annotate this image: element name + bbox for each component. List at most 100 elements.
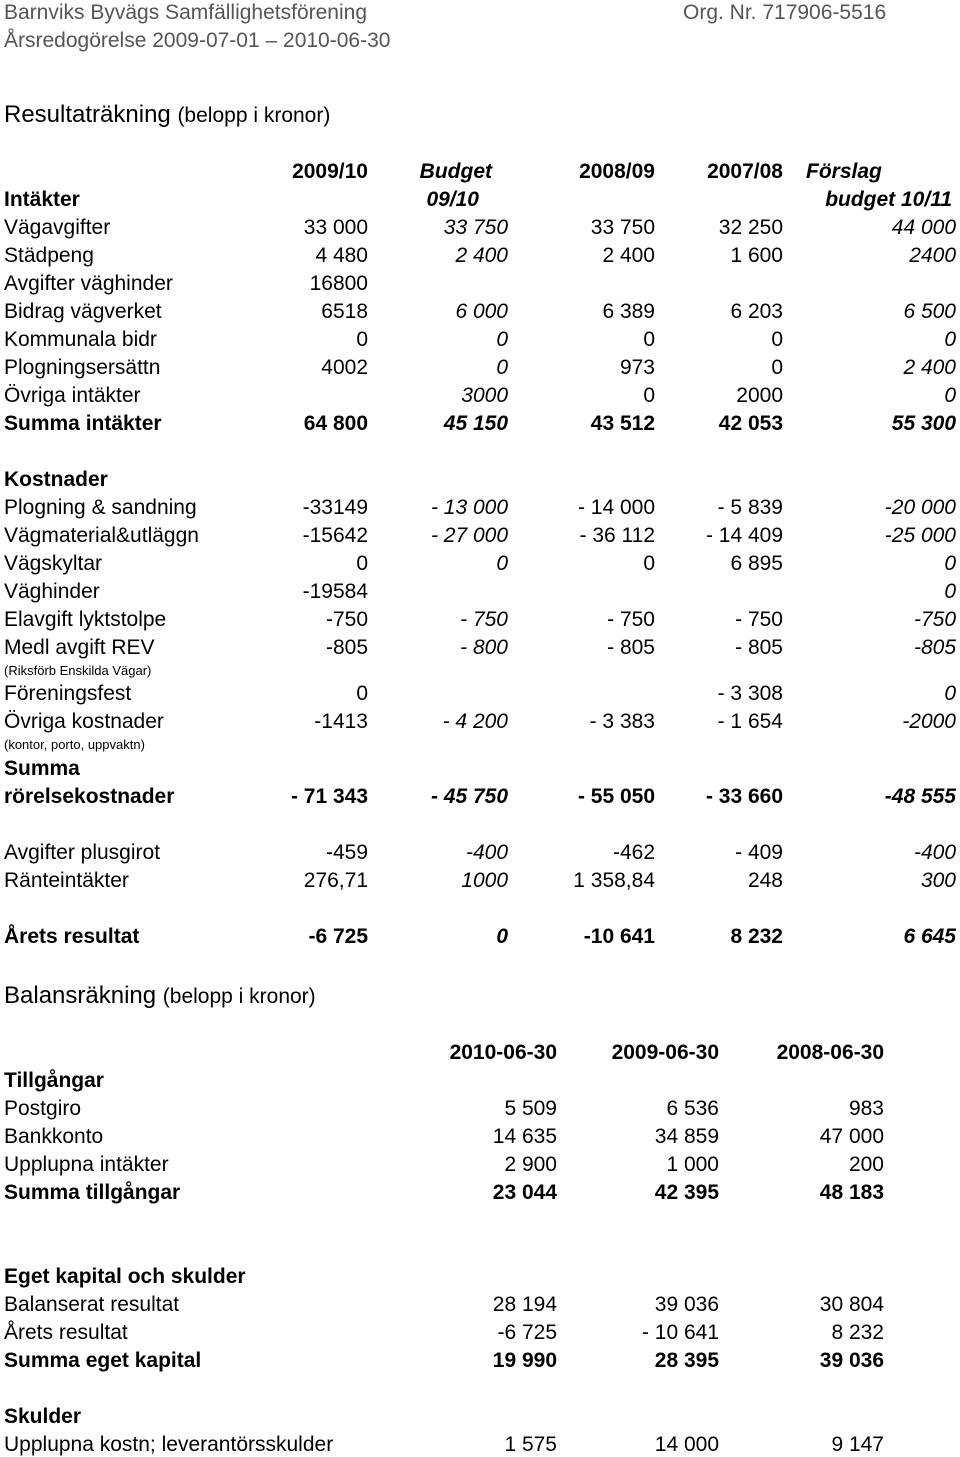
income-row-value: 0 [643,384,655,407]
equity-row-value: 39 036 [654,1293,719,1316]
cost-row-value: -33149 [302,496,368,519]
asset-row-label: Upplupna intäkter [4,1153,169,1176]
cost-row-value: - 1 654 [717,710,783,733]
cost-row-value: - 13 000 [430,496,508,519]
cost-row-label: Medl avgift REV [4,636,155,659]
cost-row-value: - 750 [460,608,508,631]
col-header-2009-10: 2009/10 [292,160,368,183]
equity-total-value: 39 036 [819,1349,884,1372]
balance-col-header: 2010-06-30 [449,1041,557,1064]
equity-total-value: 19 990 [492,1349,557,1372]
financial-row-value: 1 358,84 [573,869,655,892]
income-row-value: 6 203 [730,300,783,323]
income-row-value: 33 750 [590,216,655,239]
cost-row-value: -2000 [902,710,956,733]
cost-row-value: - 3 308 [717,682,783,705]
asset-row-value: 14 635 [492,1125,557,1148]
income-row-value: 33 000 [303,216,368,239]
result-row-value: 8 232 [730,925,783,948]
cost-row-value: 6 895 [730,552,783,575]
cost-row-value: 0 [356,682,368,705]
income-row-label: Bidrag vägverket [4,300,162,323]
balance-sheet-title-text: Balansräkning [4,982,163,1009]
financial-row-value: 276,71 [303,869,368,892]
cost-row-label: Vägskyltar [4,552,103,575]
equity-row-value: - 10 641 [641,1321,719,1344]
cost-row-value: -15642 [302,524,368,547]
financial-row-value: 248 [747,869,783,892]
income-row-value: 6 000 [455,300,508,323]
income-row-value: 0 [356,328,368,351]
income-row-value: 6518 [321,300,368,323]
income-row-label: Vägavgifter [4,216,111,239]
result-row-value: 0 [496,925,508,948]
income-row-value: 2 400 [602,244,655,267]
income-row-value: 4 480 [315,244,368,267]
financial-row-value: 300 [920,869,956,892]
cost-row-value: - 805 [735,636,783,659]
cost-row-value: 0 [643,552,655,575]
col-header-forslag: Förslag [806,160,882,183]
income-row-label: Plogningsersättn [4,356,161,379]
cost-row-note: (Riksförb Enskilda Vägar) [4,663,152,678]
asset-row-value: 200 [848,1153,884,1176]
income-row-value: 0 [496,356,508,379]
income-row-value: 3000 [461,384,508,407]
debt-row-label: Upplupna kostn; leverantörsskulder [4,1433,334,1456]
income-row-label: Avgifter väghinder [4,272,173,295]
income-row-value: 2 400 [455,244,508,267]
col-header-2008-09: 2008/09 [579,160,655,183]
org-name: Barnviks Byvägs Samfällighetsförening [4,1,368,24]
income-row-value: 6 389 [602,300,655,323]
cost-total-value: - 33 660 [705,785,783,808]
income-heading: Intäkter [4,188,80,211]
balance-sheet-title: Balansräkning (belopp i kronor) [4,982,316,1011]
cost-row-value: - 36 112 [579,524,656,547]
cost-total-value: - 45 750 [430,785,508,808]
income-row-value: 2000 [736,384,783,407]
cost-row-label: Väghinder [4,580,100,603]
income-row-value: 16800 [309,272,368,295]
cost-row-value: -750 [913,608,956,631]
equity-row-value: 30 804 [819,1293,884,1316]
cost-total-label-line1: Summa [4,757,80,780]
balance-sheet-subtitle: (belopp i kronor) [162,985,316,1008]
equity-row-label: Årets resultat [4,1321,128,1344]
assets-heading: Tillgångar [4,1069,104,1092]
cost-row-label: Föreningsfest [4,682,132,705]
cost-row-value: - 14 409 [705,524,783,547]
cost-total-value: - 55 050 [577,785,655,808]
cost-total-label-line2: rörelsekostnader [4,785,175,808]
asset-row-value: 1 000 [666,1153,719,1176]
income-row-value: 0 [496,328,508,351]
cost-row-value: -20 000 [884,496,956,519]
cost-row-value: - 800 [460,636,508,659]
income-row-value: 44 000 [891,216,956,239]
cost-row-value: 0 [944,682,956,705]
cost-row-value: -750 [325,608,368,631]
cost-row-label: Plogning & sandning [4,496,197,519]
cost-row-value: -805 [325,636,368,659]
cost-row-label: Vägmaterial&utläggn [4,524,199,547]
income-row-value: 2 400 [903,356,956,379]
cost-total-value: - 71 343 [290,785,368,808]
income-row-value: 33 750 [443,216,508,239]
balance-col-header: 2008-06-30 [776,1041,884,1064]
financial-row-value: -462 [612,841,655,864]
income-statement-title: Resultaträkning (belopp i kronor) [4,101,330,130]
asset-row-label: Postgiro [4,1097,82,1120]
cost-row-value: 0 [944,580,956,603]
financial-row-label: Avgifter plusgirot [4,841,161,864]
income-row-label: Kommunala bidr [4,328,157,351]
asset-row-value: 6 536 [666,1097,719,1120]
result-row-label: Årets resultat [4,925,140,948]
income-total-value: 45 150 [443,412,508,435]
col-header-budget: Budget [419,160,492,183]
asset-row-value: 2 900 [504,1153,557,1176]
income-row-value: 0 [771,356,783,379]
assets-total-value: 23 044 [492,1181,557,1204]
equity-total-label: Summa eget kapital [4,1349,202,1372]
income-row-label: Övriga intäkter [4,384,141,407]
cost-row-value: - 4 200 [442,710,508,733]
equity-total-value: 28 395 [654,1349,719,1372]
